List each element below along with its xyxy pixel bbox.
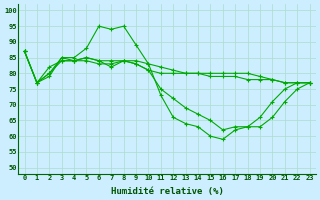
- X-axis label: Humidité relative (%): Humidité relative (%): [111, 187, 223, 196]
